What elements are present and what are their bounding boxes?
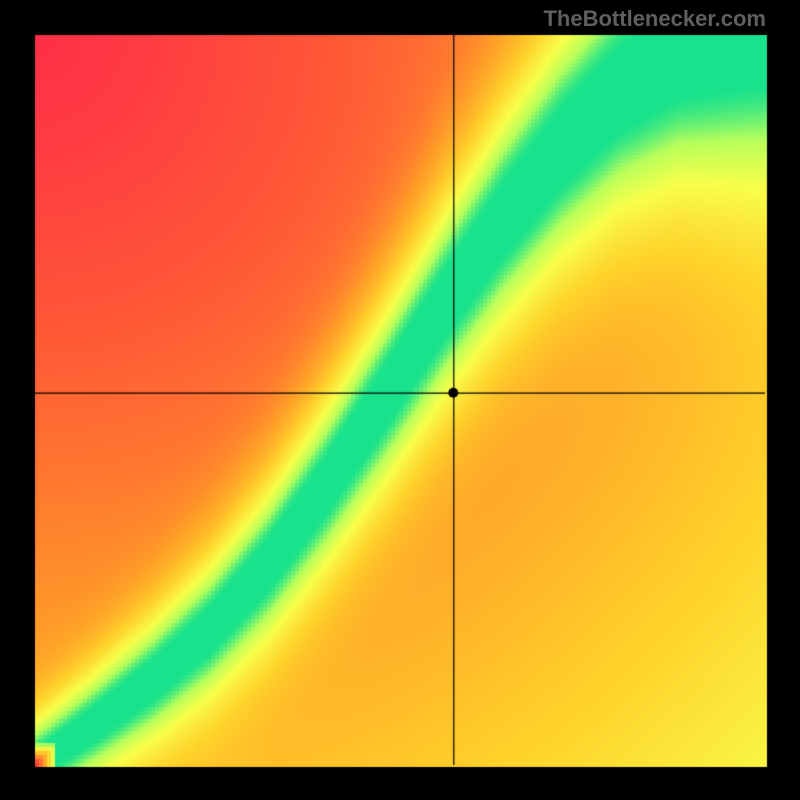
bottleneck-heatmap — [0, 0, 800, 800]
chart-container: TheBottlenecker.com — [0, 0, 800, 800]
watermark-text: TheBottlenecker.com — [543, 6, 766, 32]
